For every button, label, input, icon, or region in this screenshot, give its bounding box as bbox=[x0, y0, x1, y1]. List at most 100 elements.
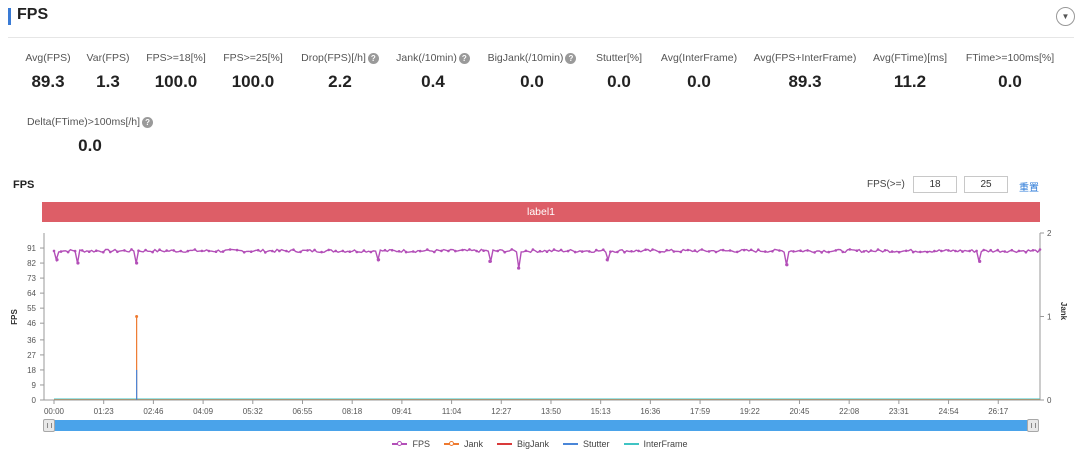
metric-value: 2.2 bbox=[328, 72, 352, 91]
help-icon[interactable]: ? bbox=[458, 52, 470, 64]
metric-fps-ge-25: FPS>=25[%] 100.0 bbox=[217, 52, 289, 92]
metric-stutter: Stutter[%] 0.0 bbox=[588, 52, 650, 92]
fps-point bbox=[249, 250, 253, 253]
help-icon[interactable]: ? bbox=[142, 116, 154, 128]
zoom-slider-left-handle[interactable] bbox=[43, 419, 55, 432]
fps-point bbox=[771, 250, 774, 253]
fps-point bbox=[137, 249, 140, 252]
metric-label: Jank(/10min) bbox=[396, 52, 457, 64]
legend-label: InterFrame bbox=[643, 439, 688, 449]
fps-point bbox=[799, 249, 802, 252]
fps-point bbox=[73, 249, 77, 253]
bigjank-line-icon bbox=[496, 443, 512, 445]
fps-point bbox=[855, 249, 859, 252]
fps-line-icon bbox=[392, 441, 408, 446]
fps-point bbox=[1003, 250, 1007, 253]
metric-label: Drop(FPS)[/h] bbox=[301, 52, 366, 64]
fps-point bbox=[454, 249, 457, 253]
fps-point bbox=[813, 251, 816, 254]
fps-point bbox=[200, 249, 204, 253]
fps-point bbox=[235, 248, 239, 252]
jank-spike-point bbox=[135, 315, 139, 318]
fps-point bbox=[982, 248, 985, 252]
fps-point bbox=[228, 248, 232, 251]
legend-item-interframe[interactable]: InterFrame bbox=[623, 439, 688, 449]
fps-point bbox=[278, 249, 281, 253]
fps-point bbox=[109, 250, 112, 254]
metric-label: Avg(FPS+InterFrame) bbox=[753, 52, 857, 64]
fps-point bbox=[996, 248, 999, 252]
fps-point bbox=[827, 250, 830, 254]
help-icon[interactable]: ? bbox=[565, 52, 577, 64]
fps-point bbox=[1038, 248, 1042, 251]
metric-ftime-ge-100ms: FTime>=100ms[%] 0.0 bbox=[962, 52, 1058, 92]
metric-drop-fps: Drop(FPS)[/h]? 2.2 bbox=[297, 52, 383, 92]
metric-value: 0.0 bbox=[687, 72, 711, 91]
metric-value: 100.0 bbox=[154, 72, 198, 91]
fps-threshold-1-input[interactable] bbox=[913, 176, 957, 193]
fps-point bbox=[299, 250, 302, 254]
fps-point bbox=[179, 249, 183, 253]
fps-point bbox=[489, 260, 493, 263]
metric-value: 0.0 bbox=[520, 72, 544, 91]
fps-point bbox=[834, 249, 838, 252]
fps-point bbox=[524, 249, 528, 253]
chart-legend: FPS Jank BigJank Stutter InterFrame bbox=[0, 437, 1080, 451]
fps-point bbox=[954, 249, 957, 253]
metric-label: Stutter[%] bbox=[595, 52, 643, 64]
fps-point bbox=[862, 250, 866, 253]
legend-item-stutter[interactable]: Stutter bbox=[563, 439, 610, 449]
fps-point bbox=[503, 250, 507, 254]
fps-point bbox=[158, 248, 161, 251]
fps-point bbox=[806, 249, 809, 252]
metric-label: FTime>=100ms[%] bbox=[965, 52, 1055, 64]
fps-point bbox=[926, 250, 929, 254]
x-tick-label: 06:55 bbox=[292, 407, 313, 416]
fps-point bbox=[306, 249, 309, 252]
metric-delta-ftime: Delta(FTime)>100ms[/h]? 0.0 bbox=[25, 116, 155, 156]
metric-var-fps: Var(FPS) 1.3 bbox=[82, 52, 134, 92]
x-tick-label: 16:36 bbox=[640, 407, 661, 416]
fps-threshold-2-input[interactable] bbox=[964, 176, 1008, 193]
legend-item-bigjank[interactable]: BigJank bbox=[496, 439, 549, 449]
x-tick-label: 01:23 bbox=[94, 407, 115, 416]
y-tick-label: 82 bbox=[27, 259, 36, 268]
y-tick-label: 18 bbox=[27, 366, 36, 375]
fps-point bbox=[742, 248, 746, 252]
y-tick-label: 0 bbox=[32, 396, 37, 405]
x-tick-label: 09:41 bbox=[392, 407, 413, 416]
fps-point bbox=[778, 249, 781, 252]
zoom-slider-track[interactable] bbox=[44, 420, 1039, 431]
fps-point bbox=[707, 250, 711, 253]
help-icon[interactable]: ? bbox=[367, 52, 379, 64]
metric-label: Var(FPS) bbox=[86, 52, 130, 64]
fps-point bbox=[721, 248, 725, 252]
fps-point bbox=[989, 248, 992, 252]
fps-point bbox=[820, 251, 823, 254]
section-header: FPS ▼ bbox=[0, 0, 1080, 36]
fps-point bbox=[390, 248, 394, 252]
x-tick-label: 05:32 bbox=[243, 407, 264, 416]
collapse-chevron-icon[interactable]: ▼ bbox=[1056, 7, 1075, 26]
metric-value: 100.0 bbox=[231, 72, 275, 91]
fps-point bbox=[602, 248, 605, 251]
metric-value: 0.0 bbox=[607, 72, 631, 91]
label-band[interactable]: label1 bbox=[42, 202, 1040, 222]
fps-point bbox=[693, 249, 697, 252]
metric-label: Delta(FTime)>100ms[/h] bbox=[26, 116, 141, 128]
fps-point bbox=[334, 249, 338, 253]
fps-point bbox=[968, 249, 971, 253]
fps-point bbox=[144, 248, 147, 252]
zoom-slider-right-handle[interactable] bbox=[1027, 419, 1039, 432]
fps-point bbox=[52, 249, 56, 253]
y-tick-label: 91 bbox=[27, 244, 36, 253]
fps-point bbox=[749, 248, 753, 252]
legend-item-jank[interactable]: Jank bbox=[443, 439, 483, 449]
legend-item-fps[interactable]: FPS bbox=[392, 439, 430, 449]
fps-point bbox=[623, 251, 626, 254]
fps-point bbox=[545, 250, 549, 253]
y-tick-label: 64 bbox=[27, 289, 36, 298]
fps-series-line bbox=[53, 248, 1041, 269]
fps-point bbox=[588, 250, 591, 253]
reset-button[interactable]: 重置 bbox=[1019, 183, 1039, 194]
